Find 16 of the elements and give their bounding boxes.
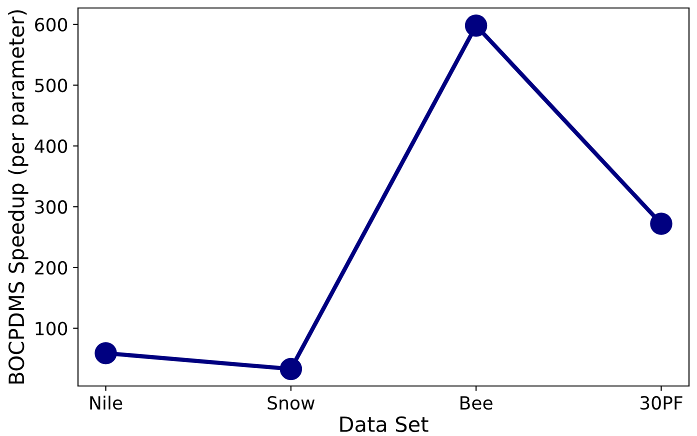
- y-tick-label: 500: [35, 78, 68, 92]
- y-tick-label: 300: [35, 200, 68, 214]
- x-tick-label: 30PF: [640, 396, 682, 410]
- x-axis-title: Data Set: [340, 416, 428, 432]
- x-tick-label: Snow: [268, 396, 315, 410]
- y-tick-label: 200: [35, 260, 68, 275]
- y-axis-title: BOCPDMS Speedup (per parameter): [8, 10, 28, 384]
- y-tick-label: 100: [36, 322, 68, 336]
- x-tick-label: Nile: [90, 396, 122, 410]
- x-tick-label: Bee: [460, 396, 492, 410]
- point: [280, 358, 302, 380]
- point: [94, 342, 117, 364]
- y-tick-label: 400: [34, 139, 68, 154]
- point: [650, 212, 672, 235]
- point: [464, 14, 488, 37]
- y-tick-label: 600: [35, 18, 68, 32]
